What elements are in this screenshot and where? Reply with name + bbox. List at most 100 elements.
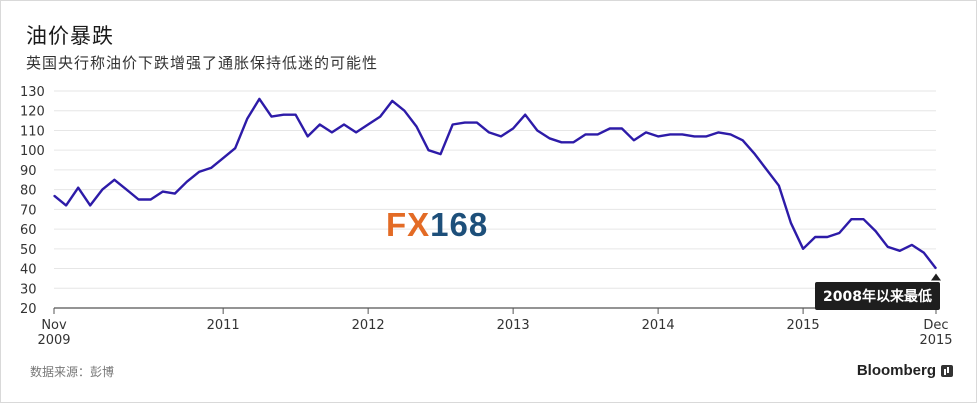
data-point (379, 116, 381, 118)
x-tick-label: Dec (923, 318, 948, 333)
data-point (162, 191, 164, 193)
y-tick-label: 40 (20, 263, 37, 278)
data-point (802, 248, 804, 250)
data-point (246, 118, 248, 120)
data-point (137, 198, 140, 201)
data-point (548, 137, 550, 139)
x-tick-label: 2015 (787, 318, 820, 333)
data-point (572, 141, 575, 143)
y-tick-label: 110 (20, 124, 45, 139)
data-point (427, 149, 430, 151)
data-point (645, 131, 647, 134)
y-tick-label: 80 (20, 184, 37, 199)
data-point (730, 133, 732, 135)
data-point (754, 153, 756, 155)
data-point (282, 114, 285, 116)
data-point (222, 157, 224, 159)
grid-lines (54, 90, 936, 309)
data-point (101, 189, 103, 191)
y-tick-labels: 130 120 110 100 90 80 70 60 50 40 30 20 (20, 85, 45, 317)
data-point (778, 185, 780, 187)
data-point (597, 133, 599, 135)
data-point (343, 123, 345, 126)
series-layer (53, 97, 941, 281)
data-point (89, 204, 91, 207)
watermark-number: 168 (430, 206, 489, 243)
data-point (391, 100, 393, 102)
data-point (113, 179, 116, 181)
data-point (512, 127, 514, 130)
series-line (53, 97, 937, 270)
y-tick-label: 120 (20, 105, 45, 120)
data-point (911, 244, 913, 246)
data-point (234, 147, 236, 149)
data-point (307, 135, 309, 137)
data-point (874, 230, 877, 232)
data-point (899, 250, 901, 252)
data-point (367, 123, 369, 126)
bar-chart-icon (941, 364, 953, 377)
data-point (464, 121, 466, 124)
data-point (319, 123, 321, 126)
annotation-callout: 2008年以来最低 (815, 282, 940, 310)
y-tick-label: 30 (20, 282, 37, 297)
y-tick-label: 60 (20, 223, 37, 238)
data-point (270, 116, 273, 118)
data-point (621, 127, 623, 130)
data-point (355, 131, 357, 134)
y-tick-label: 130 (20, 85, 45, 100)
data-point (198, 171, 200, 173)
y-tick-label: 90 (20, 164, 37, 179)
data-point (826, 236, 828, 238)
data-point (295, 114, 297, 116)
data-point (862, 218, 865, 220)
brand-logo: Bloomberg (857, 362, 953, 379)
data-point (850, 218, 853, 220)
data-point (657, 135, 659, 137)
data-point (500, 135, 502, 137)
y-tick-label: 20 (20, 302, 37, 317)
x-tick-label: 2013 (497, 318, 530, 333)
data-point (742, 139, 744, 141)
data-point (65, 204, 67, 207)
data-point (536, 129, 538, 132)
data-point (77, 187, 79, 189)
data-point (838, 232, 840, 234)
data-point (488, 131, 490, 134)
data-point (258, 98, 260, 100)
data-point (440, 153, 442, 155)
data-point (560, 141, 563, 143)
data-point (790, 222, 792, 224)
data-point (403, 110, 405, 112)
data-point (717, 131, 720, 134)
data-point (415, 125, 418, 128)
data-point (633, 139, 635, 141)
data-point (452, 123, 454, 126)
data-point (174, 192, 176, 195)
data-point (210, 167, 212, 169)
data-source: 数据来源：彭博 (30, 365, 115, 379)
data-point (669, 133, 671, 135)
data-point (150, 198, 152, 201)
data-point (693, 135, 695, 137)
data-point (814, 236, 816, 238)
data-point (923, 252, 925, 254)
x-tick-label: Nov (41, 318, 67, 333)
chart-subtitle: 英国央行称油价下跌增强了通胀保持低迷的可能性 (26, 54, 379, 72)
y-tick-label: 70 (20, 203, 37, 218)
data-point (524, 114, 526, 116)
data-point (935, 267, 937, 270)
data-point (887, 246, 889, 248)
x-tick-sublabel: 2015 (919, 333, 952, 348)
chart-title: 油价暴跌 (26, 24, 114, 48)
x-tick-label: 2014 (642, 318, 675, 333)
brand-name: Bloomberg (856, 362, 936, 379)
x-tick-label: 2011 (207, 318, 240, 333)
x-tick-sublabel: 2009 (37, 333, 70, 348)
data-point (53, 194, 55, 197)
x-tick-label: 2012 (352, 318, 385, 333)
data-point (585, 133, 587, 135)
data-point (766, 169, 768, 171)
